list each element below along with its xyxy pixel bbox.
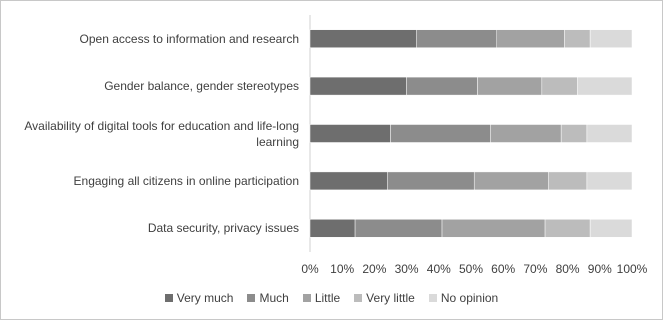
category-label: Availability of digital tools for educat… (24, 118, 299, 149)
bar-segment (564, 29, 591, 48)
bar-segment (309, 171, 388, 191)
bar-segment (416, 29, 498, 48)
legend-item: Very little (354, 291, 415, 305)
x-tick-label: 70% (523, 262, 548, 276)
bar-segment (586, 124, 633, 143)
bar-segment (496, 29, 565, 48)
bar-segment (477, 76, 543, 96)
x-tick-label: 60% (491, 262, 516, 276)
bar-segment (589, 29, 633, 48)
legend-item: Much (247, 291, 289, 305)
x-tick-label: 80% (555, 262, 580, 276)
category-label: Engaging all citizens in online particip… (73, 173, 299, 188)
x-tick-label: 20% (362, 262, 387, 276)
bar-segment (548, 171, 588, 191)
legend-swatch (164, 294, 173, 302)
legend-label: No opinion (440, 291, 499, 305)
bar-segment (544, 219, 591, 238)
bar-segment (390, 124, 491, 143)
bar-segment (473, 171, 549, 191)
bar-segment (441, 219, 546, 238)
bar-segment (406, 76, 478, 96)
bar-segment (560, 124, 588, 143)
x-tick-label: 50% (458, 262, 484, 276)
legend-item: No opinion (428, 291, 499, 305)
bar-segment (589, 219, 633, 238)
bar-segment (577, 76, 633, 96)
legend-item: Very much (164, 291, 234, 305)
legend-item: Little (302, 291, 341, 305)
legend-label: Very much (176, 291, 234, 305)
bar-segment (309, 219, 356, 238)
x-tick-label: 10% (330, 262, 355, 276)
x-tick-label: 30% (394, 262, 419, 276)
bar-segment (586, 171, 633, 191)
legend-swatch (354, 294, 363, 302)
legend-label: Very little (366, 291, 415, 305)
x-tick-label: 40% (426, 262, 451, 276)
bar-segment (490, 124, 562, 143)
category-label: Open access to information and research (79, 31, 299, 46)
bar-segment (387, 171, 475, 191)
legend-swatch (302, 294, 311, 302)
x-tick-label: 90% (587, 262, 612, 276)
category-label: Data security, privacy issues (147, 221, 299, 236)
bar-segment (309, 124, 391, 143)
x-tick-label: 0% (301, 262, 319, 276)
legend-swatch (247, 294, 256, 302)
legend-label: Little (314, 291, 341, 305)
x-tick-label: 100% (616, 262, 648, 276)
bar-segment (541, 76, 578, 96)
bar-segment (354, 219, 443, 238)
bar-segment (309, 76, 407, 96)
legend-label: Much (259, 291, 289, 305)
legend-swatch (428, 294, 437, 302)
category-label: Gender balance, gender stereotypes (104, 79, 299, 94)
bar-segment (309, 29, 417, 48)
legend: Very much Much Little Very little No opinion (1, 291, 662, 305)
